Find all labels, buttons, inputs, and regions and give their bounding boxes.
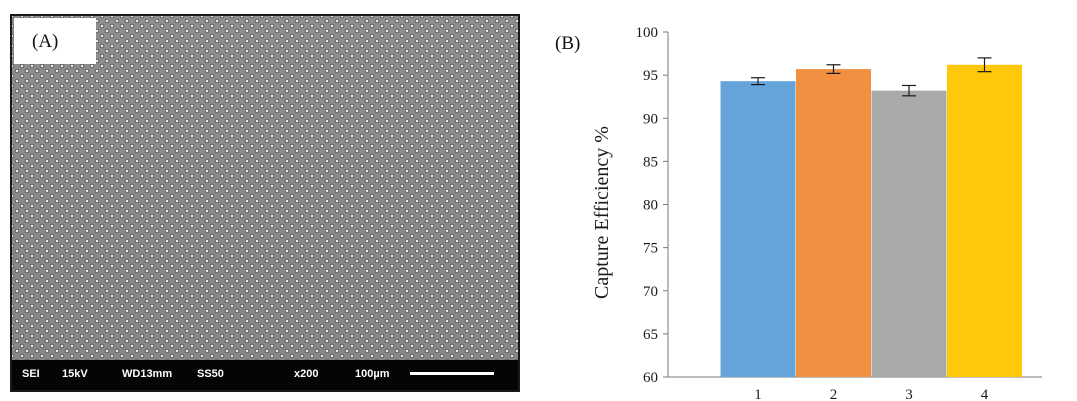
panel-a-label-box: (A) xyxy=(14,18,96,64)
panel-a-label: (A) xyxy=(32,31,59,52)
x-tick-label: 4 xyxy=(981,387,989,401)
sem-voltage: 15kV xyxy=(62,368,88,380)
y-tick-label: 90 xyxy=(643,111,658,127)
sem-spot-size: SS50 xyxy=(197,368,224,380)
x-tick-label: 2 xyxy=(830,387,838,401)
x-tick-label: 1 xyxy=(754,387,762,401)
bar-2 xyxy=(796,69,871,378)
bar-4 xyxy=(947,64,1022,378)
y-tick-label: 85 xyxy=(643,154,658,170)
panel-b-label: (B) xyxy=(555,33,581,54)
y-tick-label: 60 xyxy=(643,370,658,386)
y-tick-label: 65 xyxy=(643,327,658,343)
y-tick-label: 95 xyxy=(643,68,658,84)
y-tick-label: 80 xyxy=(643,198,658,214)
sem-scale-label: 100µm xyxy=(355,368,390,380)
y-tick-label: 70 xyxy=(643,284,658,300)
bar-1 xyxy=(720,81,796,377)
scale-bar-line xyxy=(410,372,494,375)
sem-info-bar: SEI 15kV WD13mm SS50 x200 100µm xyxy=(12,360,518,390)
sem-mode: SEI xyxy=(22,368,40,380)
y-tick-label: 100 xyxy=(636,25,659,41)
y-tick-label: 75 xyxy=(643,241,658,257)
bar-3 xyxy=(871,90,947,378)
sem-magnification: x200 xyxy=(294,368,319,380)
y-axis-label: Capture Efficiency % xyxy=(591,126,613,299)
sem-working-distance: WD13mm xyxy=(122,368,173,380)
x-tick-label: 3 xyxy=(905,387,913,401)
sem-micrograph: (A) SEI 15kV WD13mm SS50 x200 100µm xyxy=(10,14,520,392)
